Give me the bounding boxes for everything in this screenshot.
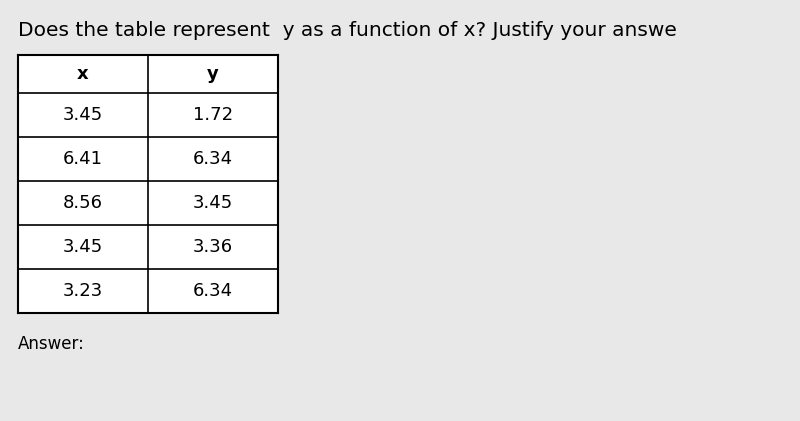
Text: 1.72: 1.72: [193, 106, 233, 124]
Text: 3.36: 3.36: [193, 238, 233, 256]
Text: y: y: [207, 65, 219, 83]
Bar: [18, 55, 278, 313]
Text: 8.56: 8.56: [63, 194, 103, 212]
Text: Does the table represent  y as a function of x? Justify your answe: Does the table represent y as a function…: [18, 21, 677, 40]
Text: x: x: [77, 65, 89, 83]
Text: 6.34: 6.34: [193, 282, 233, 300]
Text: 3.45: 3.45: [63, 106, 103, 124]
Text: 3.23: 3.23: [63, 282, 103, 300]
Text: 6.34: 6.34: [193, 150, 233, 168]
Text: 3.45: 3.45: [63, 238, 103, 256]
Text: 3.45: 3.45: [193, 194, 233, 212]
Text: 6.41: 6.41: [63, 150, 103, 168]
Text: Answer:: Answer:: [18, 335, 85, 353]
